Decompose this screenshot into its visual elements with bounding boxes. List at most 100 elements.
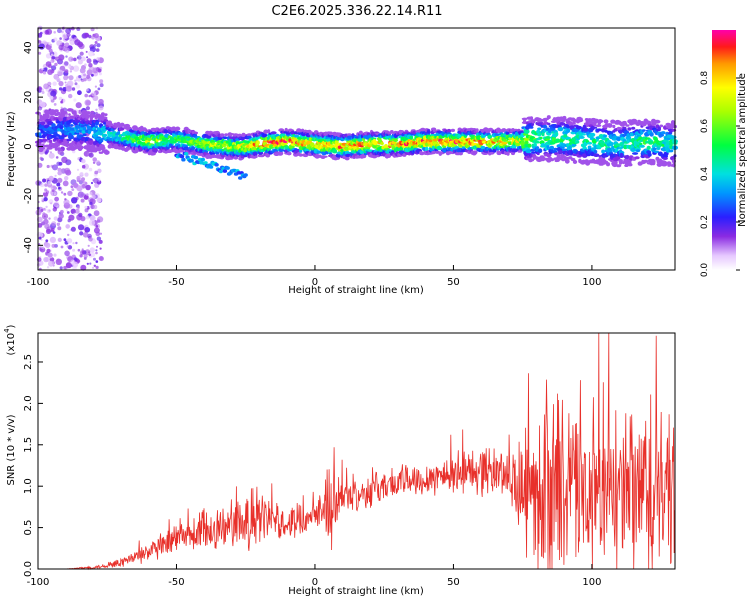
heat-cell (252, 152, 258, 157)
heat-cell (322, 155, 328, 158)
heat-cell (634, 156, 640, 160)
heat-speckle (56, 182, 61, 187)
heat-cell (441, 131, 446, 135)
colorbar-tick-label: 0.4 (700, 167, 710, 182)
heat-speckle (52, 207, 57, 212)
heat-cell (639, 142, 643, 146)
heat-cell (193, 155, 199, 160)
heat-speckle (77, 55, 82, 60)
heat-cell (48, 139, 53, 144)
heat-cell (246, 133, 253, 137)
heat-speckle (45, 228, 52, 234)
heat-speckle (72, 248, 76, 252)
heat-speckle (60, 191, 64, 194)
heat-cell (298, 153, 303, 157)
snr-x-ticks: -100 -50 0 50 100 (27, 564, 601, 588)
spectrogram-y-ticks: -40 -20 0 20 40 (23, 41, 43, 253)
heat-speckle (50, 53, 54, 57)
heat-speckle (69, 70, 73, 73)
heat-cell (319, 145, 323, 150)
heat-cell (647, 152, 652, 157)
heat-cell (616, 136, 622, 142)
heat-cell (277, 151, 284, 156)
heat-cell (334, 143, 339, 149)
heat-cell (579, 133, 583, 137)
heat-cell (189, 158, 194, 163)
heat-speckle (96, 57, 101, 61)
heat-cell (536, 152, 540, 156)
heat-cell (453, 146, 460, 149)
heat-speckle (81, 159, 86, 164)
heat-cell (184, 152, 189, 156)
y-tick-label: 20 (23, 91, 34, 104)
heat-cell (610, 119, 616, 124)
heat-speckle (93, 257, 96, 261)
heat-speckle (90, 181, 94, 185)
heat-speckle (38, 243, 41, 246)
heat-cell (593, 149, 598, 154)
heat-cell (662, 161, 668, 166)
heat-speckle (92, 161, 96, 164)
heat-speckle (86, 58, 92, 64)
heat-speckle (79, 172, 84, 176)
heat-speckle (60, 245, 64, 249)
heat-cell (521, 117, 528, 121)
heat-cell (666, 147, 670, 151)
heat-speckle (51, 227, 55, 232)
heat-speckle (57, 237, 62, 242)
heat-cell (603, 134, 608, 138)
heat-speckle (91, 91, 97, 97)
heat-cell (104, 113, 108, 116)
heat-cell (91, 145, 95, 149)
heat-speckle (94, 170, 99, 175)
heat-speckle (85, 106, 90, 111)
heat-cell (540, 143, 546, 148)
heat-cell (671, 128, 677, 132)
heat-speckle (70, 208, 77, 214)
heat-cell (628, 163, 633, 167)
heat-cell (539, 136, 543, 140)
heat-speckle (50, 202, 53, 205)
heat-cell (450, 128, 455, 132)
heat-cell (120, 127, 125, 130)
heat-cell (451, 135, 456, 140)
heat-speckle (64, 47, 70, 53)
heat-cell (515, 141, 521, 147)
heat-cell (575, 125, 583, 130)
heat-speckle (79, 250, 85, 256)
heat-speckle (40, 238, 43, 241)
heat-speckle (83, 254, 88, 259)
heat-cell (90, 110, 95, 114)
heat-speckle (62, 87, 67, 92)
heat-cell (586, 141, 593, 145)
heat-cell (243, 173, 248, 177)
heat-speckle (93, 210, 100, 217)
heat-cell (537, 148, 543, 153)
snr-multiplier-close: ) (6, 324, 17, 328)
y-tick-label: -20 (23, 188, 34, 204)
heat-cell (409, 136, 414, 140)
heat-speckle (65, 85, 72, 92)
heat-cell (358, 130, 363, 135)
heat-speckle (98, 105, 104, 111)
heat-speckle (80, 198, 85, 203)
heat-speckle (69, 37, 73, 41)
heat-cell (152, 147, 158, 153)
heat-cell (219, 133, 225, 138)
x-tick-label: -100 (27, 277, 50, 288)
heat-speckle (84, 63, 87, 66)
heat-speckle (93, 264, 97, 267)
heat-speckle (77, 206, 80, 209)
heat-speckle (48, 48, 53, 53)
heat-cell (531, 119, 536, 124)
heat-speckle (70, 185, 74, 189)
heat-cell (659, 124, 664, 128)
heat-cell (89, 113, 96, 118)
heat-speckle (53, 103, 57, 106)
heat-speckle (85, 215, 90, 220)
heat-speckle (95, 231, 101, 237)
heat-speckle (83, 194, 89, 200)
heat-cell (320, 139, 326, 142)
x-tick-label: -50 (168, 577, 184, 588)
heat-speckle (68, 75, 74, 81)
